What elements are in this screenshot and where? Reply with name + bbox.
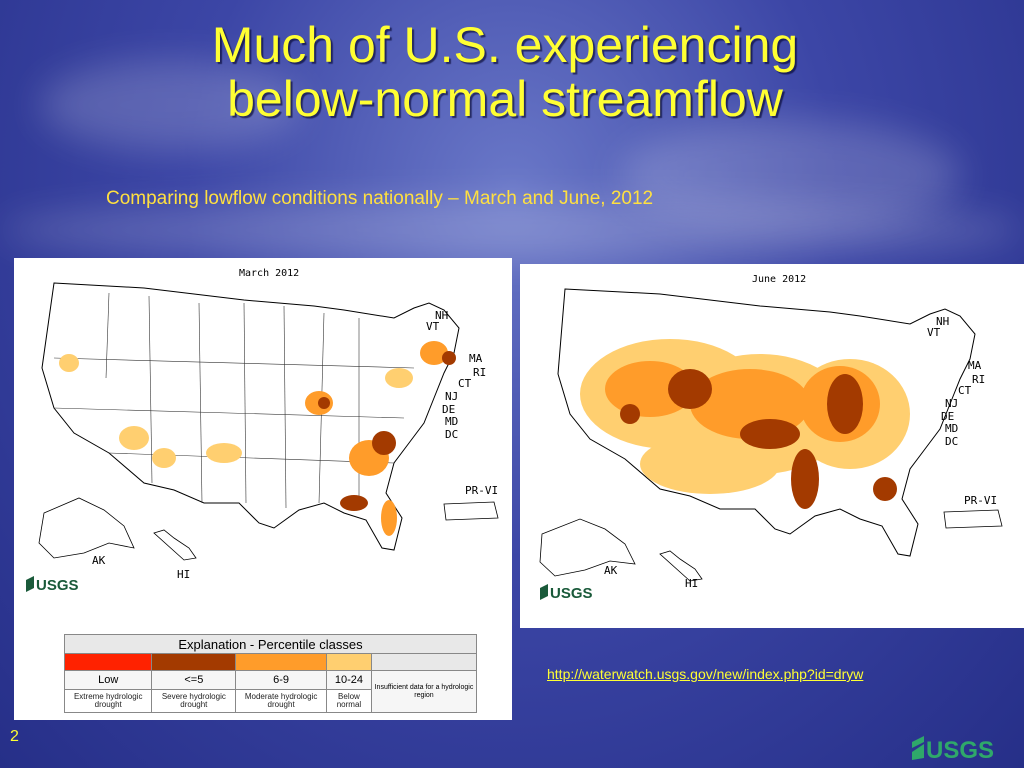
label-dc: DC <box>945 435 958 448</box>
legend-desc: Moderate hydrologic drought <box>235 689 327 713</box>
background-cloud <box>620 120 960 230</box>
alaska-shape <box>38 497 135 559</box>
legend-value: Low <box>63 670 153 690</box>
label-md: MD <box>445 415 458 428</box>
legend-value: <=5 <box>151 670 237 690</box>
drought-patches <box>580 339 910 509</box>
usgs-logo: USGS <box>540 584 593 602</box>
legend-swatch <box>370 653 478 671</box>
label-nj: NJ <box>945 397 958 410</box>
legend-swatch <box>151 653 237 671</box>
hawaii-shape <box>153 529 197 561</box>
legend-value: 10-24 <box>325 670 372 690</box>
title-line-2: below-normal streamflow <box>227 71 783 127</box>
background-cloud <box>40 60 300 150</box>
march-map: March 2012 NH VT MA RI <box>26 268 499 594</box>
legend-swatch <box>235 653 327 671</box>
june-map-panel: June 2012 NH VT MA RI CT NJ DE MD DC PR-… <box>520 264 1024 628</box>
label-ct: CT <box>958 384 972 397</box>
puerto-rico-shape <box>943 509 1003 529</box>
label-hi: HI <box>177 568 190 581</box>
label-ri: RI <box>972 373 985 386</box>
page-number: 2 <box>10 728 19 745</box>
label-nj: NJ <box>445 390 458 403</box>
legend-desc: Severe hydrologic drought <box>151 689 237 713</box>
hawaii-shape <box>659 550 703 582</box>
usgs-corner-logo: USGS <box>912 736 994 762</box>
label-nh: NH <box>435 309 448 322</box>
label-ma: MA <box>469 352 483 365</box>
legend-desc: Insufficient data for a hydrologic regio… <box>370 670 478 713</box>
alaska-shape <box>539 518 636 577</box>
svg-text:USGS: USGS <box>550 585 593 602</box>
slide-title: Much of U.S. experiencing below-normal s… <box>0 18 1010 126</box>
label-ri: RI <box>473 366 486 379</box>
legend-desc: Below normal <box>325 689 372 713</box>
usgs-logo: USGS <box>26 576 79 594</box>
label-nh: NH <box>936 315 949 328</box>
march-map-panel: March 2012 NH VT MA RI <box>14 258 512 720</box>
legend-table: Explanation - Percentile classes Low <=5… <box>63 634 478 713</box>
map-title: March 2012 <box>239 268 299 279</box>
puerto-rico-shape <box>443 501 499 521</box>
label-ak: AK <box>92 554 106 567</box>
label-ct: CT <box>458 377 472 390</box>
legend-desc: Extreme hydrologic drought <box>63 689 153 713</box>
label-dc: DC <box>445 428 458 441</box>
label-de: DE <box>442 403 455 416</box>
label-vt: VT <box>927 326 941 339</box>
label-ak: AK <box>604 564 618 577</box>
label-pr: PR-VI <box>465 484 498 497</box>
label-ma: MA <box>968 359 982 372</box>
waterwatch-link[interactable]: http://waterwatch.usgs.gov/new/index.php… <box>547 666 864 682</box>
label-de: DE <box>941 410 954 423</box>
june-map: June 2012 NH VT MA RI CT NJ DE MD DC PR-… <box>539 274 1003 602</box>
svg-text:USGS: USGS <box>36 577 79 594</box>
map-title: June 2012 <box>752 274 806 285</box>
legend-value: 6-9 <box>235 670 327 690</box>
legend-swatch <box>325 653 372 671</box>
legend-swatch <box>63 653 153 671</box>
background-cloud <box>0 200 1024 260</box>
label-md: MD <box>945 422 958 435</box>
label-hi: HI <box>685 577 698 590</box>
legend-title: Explanation - Percentile classes <box>64 634 477 654</box>
label-vt: VT <box>426 320 440 333</box>
drought-patches <box>59 341 456 536</box>
us-outline <box>41 282 460 551</box>
slide-subtitle: Comparing lowflow conditions nationally … <box>106 188 654 209</box>
title-line-1: Much of U.S. experiencing <box>211 17 799 73</box>
svg-text:USGS: USGS <box>926 737 994 762</box>
label-pr: PR-VI <box>964 494 997 507</box>
